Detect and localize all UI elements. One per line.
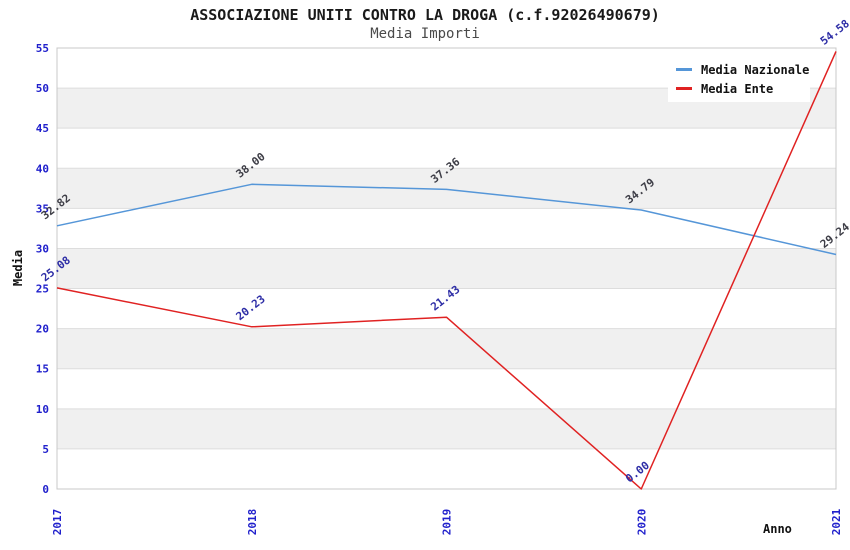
series-line-media-ente xyxy=(56,51,837,490)
y-tick-label: 20 xyxy=(36,323,49,336)
y-tick-label: 0 xyxy=(42,483,49,496)
y-tick-label: 55 xyxy=(36,42,49,55)
plot-border xyxy=(56,47,837,490)
data-label: 0.00 xyxy=(623,459,652,486)
y-axis-title: Media xyxy=(11,250,25,286)
x-tick-label: 2020 xyxy=(635,509,648,536)
plot-band xyxy=(57,168,836,209)
y-tick-label: 50 xyxy=(36,82,49,95)
data-label: 29.24 xyxy=(818,220,850,251)
y-tick-label: 35 xyxy=(36,202,49,215)
y-tick-label: 5 xyxy=(42,443,49,456)
series-line-media-nazionale xyxy=(56,183,837,256)
y-tick-label: 40 xyxy=(36,162,49,175)
x-tick-label: 2019 xyxy=(441,509,454,536)
y-tick-label: 30 xyxy=(36,242,49,255)
x-tick-label: 2018 xyxy=(246,509,259,536)
data-label: 54.58 xyxy=(818,17,850,48)
plot-band xyxy=(57,408,836,449)
x-tick-label: 2017 xyxy=(51,509,64,536)
legend-item-media-ente: Media Ente xyxy=(676,79,810,98)
media-nazionale-line-swatch xyxy=(676,68,692,71)
legend-item-media-nazionale: Media Nazionale xyxy=(676,60,810,79)
x-tick-label: 2021 xyxy=(830,508,843,535)
chart-subtitle: Media Importi xyxy=(370,26,480,42)
y-tick-label: 45 xyxy=(36,122,49,135)
legend-label-media-ente: Media Ente xyxy=(701,81,774,96)
legend: Media Nazionale Media Ente xyxy=(668,56,810,102)
chart-title: ASSOCIAZIONE UNITI CONTRO LA DROGA (c.f.… xyxy=(190,6,660,24)
legend-label-media-nazionale: Media Nazionale xyxy=(701,62,810,77)
x-axis-title: Anno xyxy=(763,522,792,536)
y-tick-label: 10 xyxy=(36,403,49,416)
plot-band xyxy=(57,248,836,289)
y-tick-label: 15 xyxy=(36,363,49,376)
media-ente-line-swatch xyxy=(676,87,692,90)
plot-band xyxy=(57,328,836,369)
y-tick-label: 25 xyxy=(36,283,49,296)
data-label: 20.23 xyxy=(234,293,268,324)
